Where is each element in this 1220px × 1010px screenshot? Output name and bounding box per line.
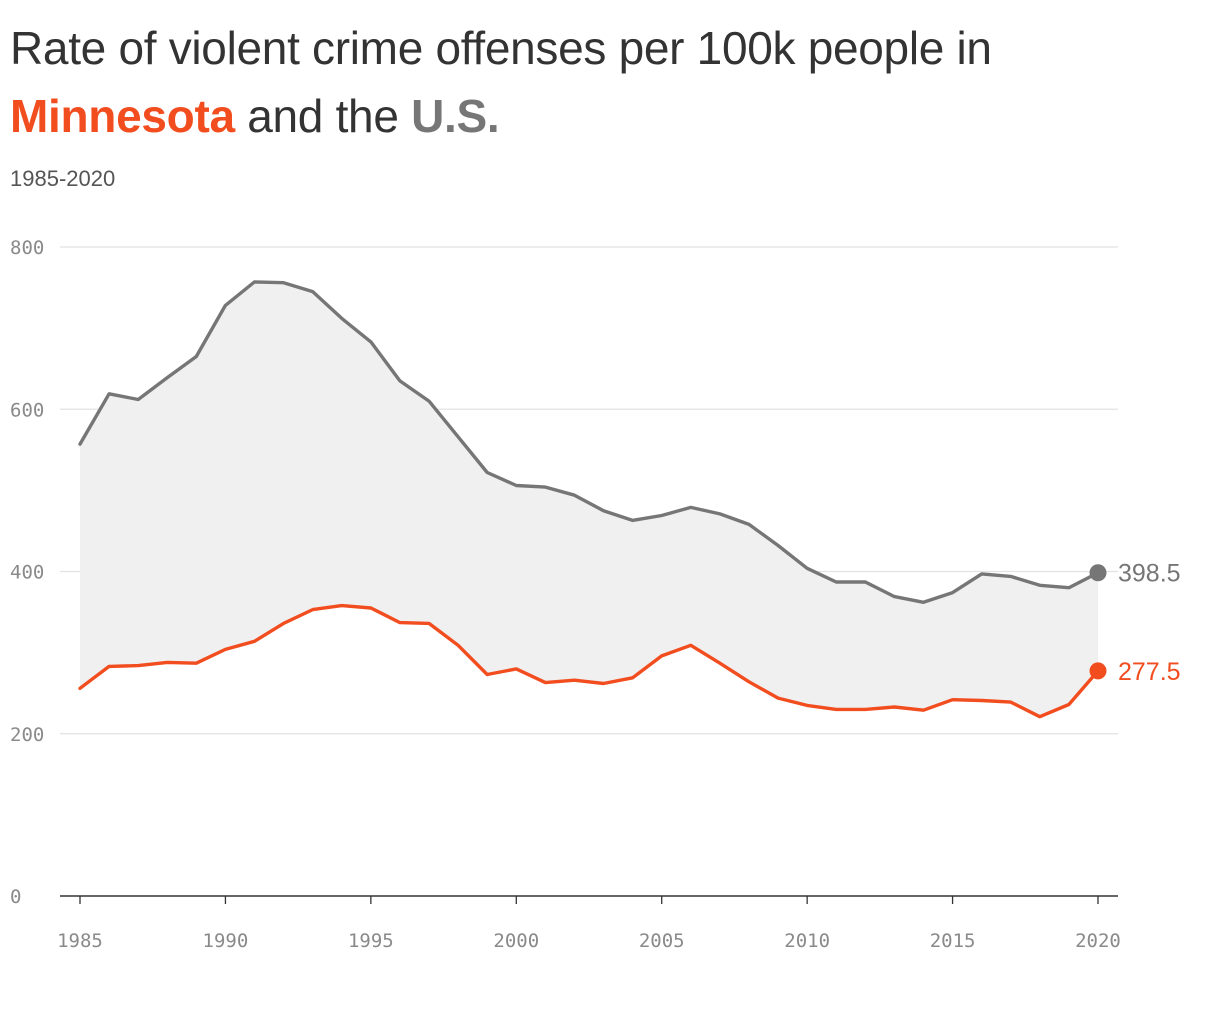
end-point-minnesota bbox=[1089, 662, 1107, 680]
gap-area bbox=[80, 281, 1098, 717]
series-line-minnesota bbox=[78, 603, 1100, 719]
y-tick-label-400: 400 bbox=[10, 562, 44, 584]
title-us: U.S. bbox=[411, 90, 500, 142]
x-tick-label-2015: 2015 bbox=[930, 930, 976, 952]
chart-subtitle: 1985-2020 bbox=[10, 166, 116, 191]
x-tick-label-1990: 1990 bbox=[203, 930, 249, 952]
title-part2: and the bbox=[234, 90, 412, 142]
y-tick-label-200: 200 bbox=[10, 724, 44, 746]
chart-title: Rate of violent crime offenses per 100k … bbox=[10, 14, 1210, 150]
y-tick-label-600: 600 bbox=[10, 399, 44, 421]
y-tick-label-0: 0 bbox=[10, 886, 21, 908]
end-points: 398.5 277.5 bbox=[1089, 560, 1181, 686]
series-line-us bbox=[78, 280, 1100, 604]
x-tick-label-1995: 1995 bbox=[348, 930, 394, 952]
series-lines bbox=[78, 280, 1100, 719]
axes: 0 200 400 600 800 1985 1990 1995 2000 2005 2010 201… bbox=[10, 237, 1121, 952]
x-tick-label-2005: 2005 bbox=[639, 930, 685, 952]
x-tick-label-2020: 2020 bbox=[1075, 930, 1121, 952]
end-label-us: 398.5 bbox=[1118, 560, 1181, 588]
title-minnesota: Minnesota bbox=[10, 90, 235, 142]
title-part1: Rate of violent crime offenses per 100k … bbox=[10, 22, 992, 74]
x-tick-label-2000: 2000 bbox=[493, 930, 539, 952]
x-tick-label-2010: 2010 bbox=[784, 930, 830, 952]
end-point-us bbox=[1089, 564, 1107, 582]
x-tick-label-1985: 1985 bbox=[57, 930, 103, 952]
end-label-minnesota: 277.5 bbox=[1118, 658, 1181, 686]
y-tick-label-800: 800 bbox=[10, 237, 44, 259]
